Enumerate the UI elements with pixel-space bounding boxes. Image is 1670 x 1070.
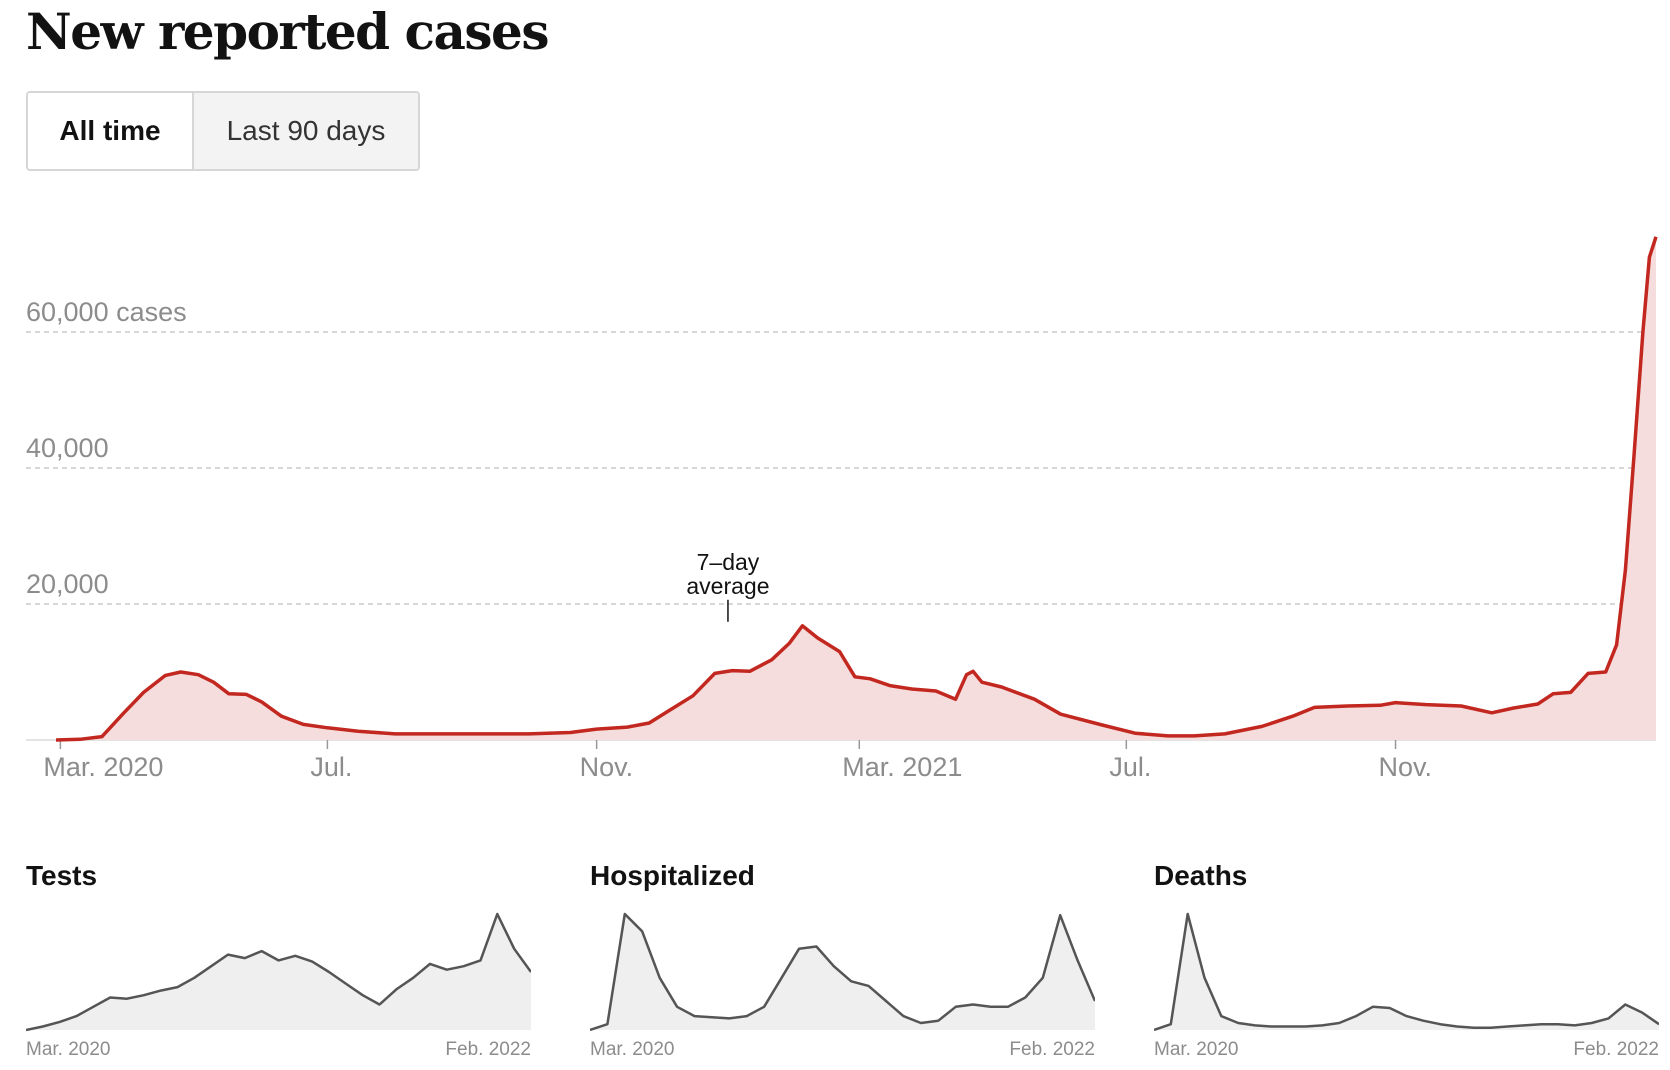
x-tick-label: Jul. [1109, 752, 1151, 782]
small-area [26, 914, 531, 1030]
tests-title: Tests [26, 860, 98, 891]
x-tick-label: Nov. [1379, 752, 1433, 782]
x-tick-label: Mar. 2020 [43, 752, 163, 782]
x-tick-label: Jul. [310, 752, 352, 782]
page-title: New reported cases [26, 2, 550, 61]
small-area [590, 914, 1095, 1030]
small-line [1154, 912, 1659, 1032]
deaths-title: Deaths [1154, 860, 1248, 891]
hospitalized-title: Hospitalized [590, 860, 755, 891]
small-x-end-label: Feb. 2022 [1009, 1039, 1095, 1060]
small-x-end-label: Feb. 2022 [445, 1039, 531, 1060]
time-range-toggle: All time Last 90 days [26, 91, 420, 171]
x-tick-label: Nov. [580, 752, 634, 782]
small-area [1154, 914, 1659, 1030]
tab-all-time[interactable]: All time [28, 93, 192, 169]
x-tick-label: Mar. 2021 [842, 752, 962, 782]
y-tick-label: 60,000 cases [26, 297, 187, 327]
small-line [590, 912, 1095, 1032]
annotation-label-line2: average [686, 573, 769, 599]
tab-last-90-days[interactable]: Last 90 days [192, 93, 418, 169]
y-tick-label: 20,000 [26, 569, 109, 599]
hospitalized-chart: Mar. 2020 Feb. 2022 [590, 912, 1095, 1060]
small-x-start-label: Mar. 2020 [590, 1039, 675, 1060]
cases-area [56, 236, 1656, 741]
small-x-start-label: Mar. 2020 [1154, 1039, 1239, 1060]
deaths-chart: Mar. 2020 Feb. 2022 [1154, 912, 1659, 1060]
cases-chart: 20,000 40,000 60,000 cases Mar. 2020 Jul. Nov… [26, 236, 1658, 782]
small-line [26, 912, 531, 1032]
small-x-start-label: Mar. 2020 [26, 1039, 111, 1060]
annotation-label-line1: 7–day [697, 549, 760, 575]
small-x-end-label: Feb. 2022 [1573, 1039, 1659, 1060]
cases-line [55, 236, 1658, 742]
tests-chart: Mar. 2020 Feb. 2022 [26, 912, 531, 1060]
y-tick-label: 40,000 [26, 433, 109, 463]
